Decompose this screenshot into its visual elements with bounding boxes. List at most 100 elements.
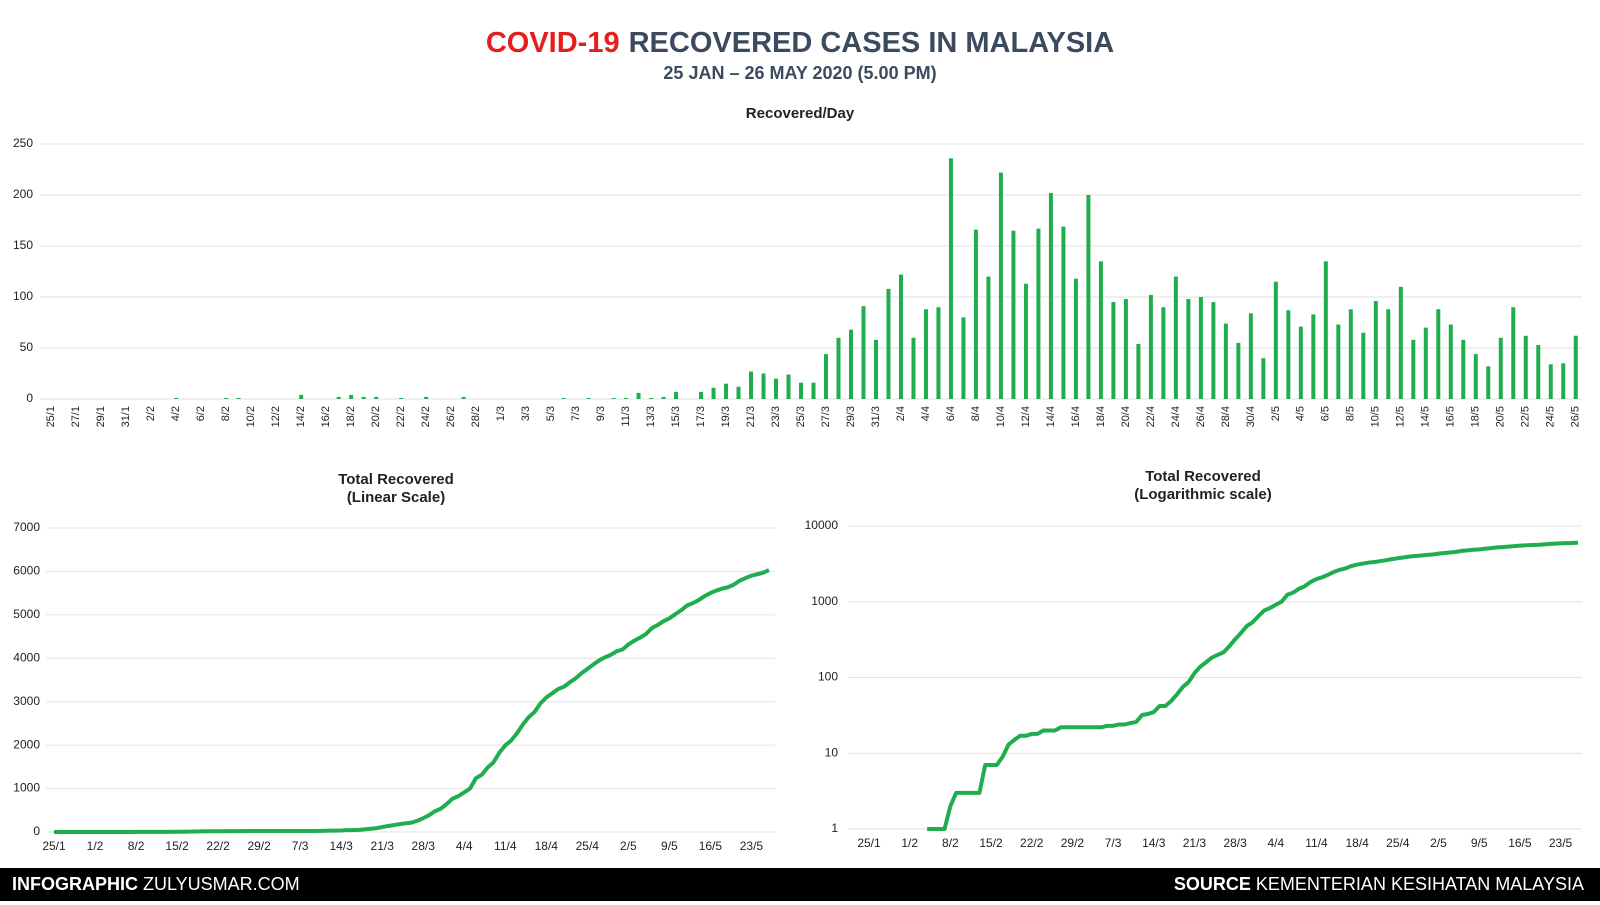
x-tick-label: 10/4 [995, 406, 1007, 427]
bar [973, 229, 978, 399]
bar [236, 397, 241, 399]
x-tick-label: 11/4 [494, 839, 517, 853]
bar [1323, 261, 1328, 399]
bar [1186, 299, 1191, 399]
y-tick-label: 3000 [13, 694, 40, 708]
x-tick-label: 4/4 [456, 839, 473, 853]
x-tick-label: 15/3 [670, 406, 682, 427]
x-tick-label: 22/2 [395, 406, 407, 427]
x-tick-label: 1/2 [87, 839, 104, 853]
x-tick-label: 20/4 [1120, 406, 1132, 427]
bar [923, 309, 928, 399]
x-tick-label: 29/2 [247, 839, 271, 853]
x-tick-label: 4/5 [1295, 406, 1307, 421]
x-tick-label: 29/2 [1061, 836, 1085, 850]
x-tick-label: 23/3 [770, 406, 782, 427]
x-tick-label: 30/4 [1245, 406, 1257, 427]
x-tick-label: 16/5 [699, 839, 723, 853]
x-tick-label: 8/5 [1345, 406, 1357, 421]
bar [948, 158, 953, 399]
x-tick-label: 11/4 [1305, 836, 1328, 850]
bar [836, 337, 841, 399]
bar [374, 396, 379, 399]
bar [461, 396, 466, 399]
x-tick-label: 26/4 [1195, 406, 1207, 427]
y-tick-label: 6000 [13, 564, 40, 578]
bar [1036, 228, 1041, 399]
bar [736, 386, 741, 399]
bar [1011, 230, 1016, 399]
x-tick-label: 21/3 [1183, 836, 1207, 850]
x-tick-label: 2/5 [620, 839, 637, 853]
x-tick-label: 18/4 [1345, 836, 1369, 850]
x-tick-label: 9/5 [661, 839, 678, 853]
bar [1136, 343, 1141, 399]
bar [861, 306, 866, 399]
y-tick-label: 0 [33, 824, 40, 838]
bar [1361, 332, 1366, 399]
x-tick-label: 10/5 [1370, 406, 1382, 427]
x-tick-label: 20/5 [1495, 406, 1507, 427]
x-tick-label: 7/3 [570, 406, 582, 421]
x-tick-label: 9/5 [1471, 836, 1488, 850]
x-tick-label: 22/2 [206, 839, 230, 853]
x-tick-label: 18/4 [1095, 406, 1107, 427]
x-tick-label: 13/3 [645, 406, 657, 427]
subtitle: 25 JAN – 26 MAY 2020 (5.00 PM) [663, 63, 936, 83]
bar [636, 392, 641, 399]
x-tick-label: 29/3 [845, 406, 857, 427]
x-tick-label: 4/4 [920, 406, 932, 421]
x-tick-label: 22/2 [1020, 836, 1044, 850]
bar [724, 383, 729, 399]
bar [911, 337, 916, 399]
title-text: RECOVERED CASES IN MALAYSIA [629, 27, 1115, 59]
bar [786, 374, 791, 399]
bar [1086, 195, 1091, 399]
bar [1348, 309, 1353, 399]
bar [1336, 324, 1341, 399]
bar [1298, 326, 1303, 399]
x-tick-label: 29/1 [95, 406, 107, 427]
x-tick-label: 8/2 [942, 836, 959, 850]
bar [1548, 364, 1553, 399]
bar [1061, 226, 1066, 399]
bar [1573, 335, 1578, 399]
x-tick-label: 16/5 [1508, 836, 1532, 850]
bar [1461, 339, 1466, 399]
x-tick-label: 18/4 [535, 839, 559, 853]
x-tick-label: 24/2 [420, 406, 432, 427]
bar [1373, 301, 1378, 399]
bar [224, 397, 229, 399]
footer-right-text: KEMENTERIAN KESIHATAN MALAYSIA [1256, 874, 1584, 894]
y-tick-label: 1000 [811, 594, 838, 608]
footer-bar [0, 868, 1600, 901]
x-tick-label: 18/5 [1470, 406, 1482, 427]
bar [661, 396, 666, 399]
bar [1436, 309, 1441, 399]
title-highlight: COVID-19 [486, 27, 620, 59]
y-tick-label: 1 [831, 821, 838, 835]
x-tick-label: 23/5 [740, 839, 764, 853]
bar [699, 391, 704, 399]
bar [1261, 358, 1266, 399]
bar [424, 396, 429, 399]
x-tick-label: 27/3 [820, 406, 832, 427]
bar [611, 397, 616, 399]
x-tick-label: 6/2 [195, 406, 207, 421]
x-tick-label: 25/1 [42, 839, 66, 853]
bar [961, 317, 966, 399]
bar [1248, 313, 1253, 399]
footer-right-bold: SOURCE [1174, 874, 1251, 894]
bar [823, 354, 828, 399]
y-tick-label: 200 [13, 187, 33, 201]
x-tick-label: 4/4 [1267, 836, 1284, 850]
bar [1536, 344, 1541, 399]
bar [761, 373, 766, 399]
bar [1223, 323, 1228, 399]
bar [1398, 286, 1403, 399]
x-tick-label: 1/2 [901, 836, 918, 850]
bar [1411, 339, 1416, 399]
footer-left-text: ZULYUSMAR.COM [143, 874, 300, 894]
bar [1561, 363, 1566, 399]
